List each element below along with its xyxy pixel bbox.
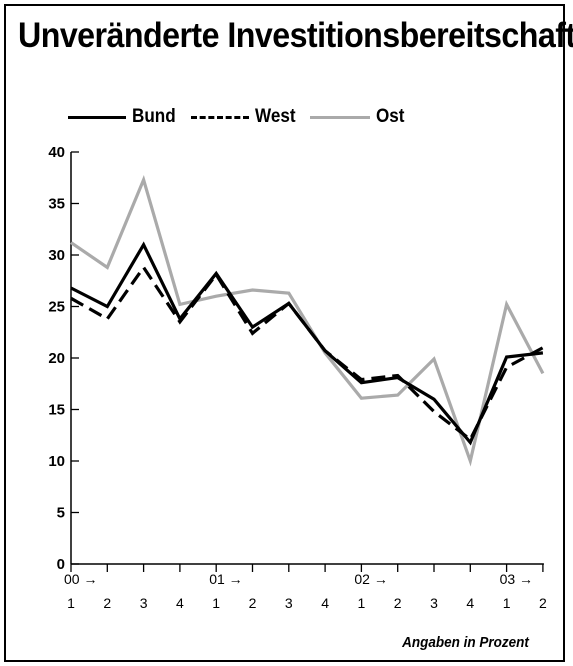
units-note: Angaben in Prozent (402, 634, 529, 651)
chart-frame (4, 4, 565, 662)
legend-item-bund: Bund (68, 106, 181, 128)
year-label: 01 → (209, 571, 242, 587)
x-tick-label: 2 (539, 595, 547, 611)
x-tick-label: 2 (249, 595, 257, 611)
legend: Bund West Ost (68, 104, 417, 130)
year-label: 03 → (500, 571, 533, 587)
legend-label-ost: Ost (375, 106, 405, 127)
x-tick-label: 3 (285, 595, 293, 611)
x-tick-label: 3 (430, 595, 438, 611)
legend-swatch-ost (309, 115, 370, 119)
legend-swatch-west (190, 115, 249, 119)
x-tick-label: 1 (67, 595, 75, 611)
series-line-west (70, 264, 544, 442)
x-tick-label: 1 (358, 595, 366, 611)
x-tick-label: 2 (394, 595, 402, 611)
legend-swatch-bund (68, 115, 126, 119)
series-line-ost (70, 174, 545, 467)
series-line-bund (70, 241, 544, 446)
y-tick-label: 40 (48, 144, 65, 161)
legend-item-ost: Ost (309, 106, 408, 128)
y-tick-label: 5 (57, 505, 65, 522)
y-tick-label: 20 (48, 350, 65, 367)
year-label: 02 → (354, 571, 387, 587)
y-tick-label: 35 (48, 196, 65, 213)
x-tick-label: 4 (466, 595, 474, 611)
legend-label-bund: Bund (132, 106, 176, 127)
x-tick-label: 4 (321, 595, 329, 611)
y-tick-label: 10 (48, 453, 65, 470)
x-tick-label: 2 (103, 595, 111, 611)
y-tick-label: 15 (48, 402, 65, 419)
legend-label-west: West (254, 106, 296, 127)
x-tick-label: 1 (503, 595, 511, 611)
year-label: 00 → (64, 571, 97, 587)
y-tick-label: 30 (48, 247, 65, 264)
y-tick-label: 25 (48, 299, 65, 316)
x-tick-label: 4 (176, 595, 184, 611)
legend-item-west: West (190, 106, 300, 128)
chart-title: Unveränderte Investitionsbereitschaft (18, 16, 573, 55)
x-tick-label: 3 (140, 595, 148, 611)
y-tick-label: 0 (57, 556, 65, 573)
x-tick-label: 1 (212, 595, 220, 611)
